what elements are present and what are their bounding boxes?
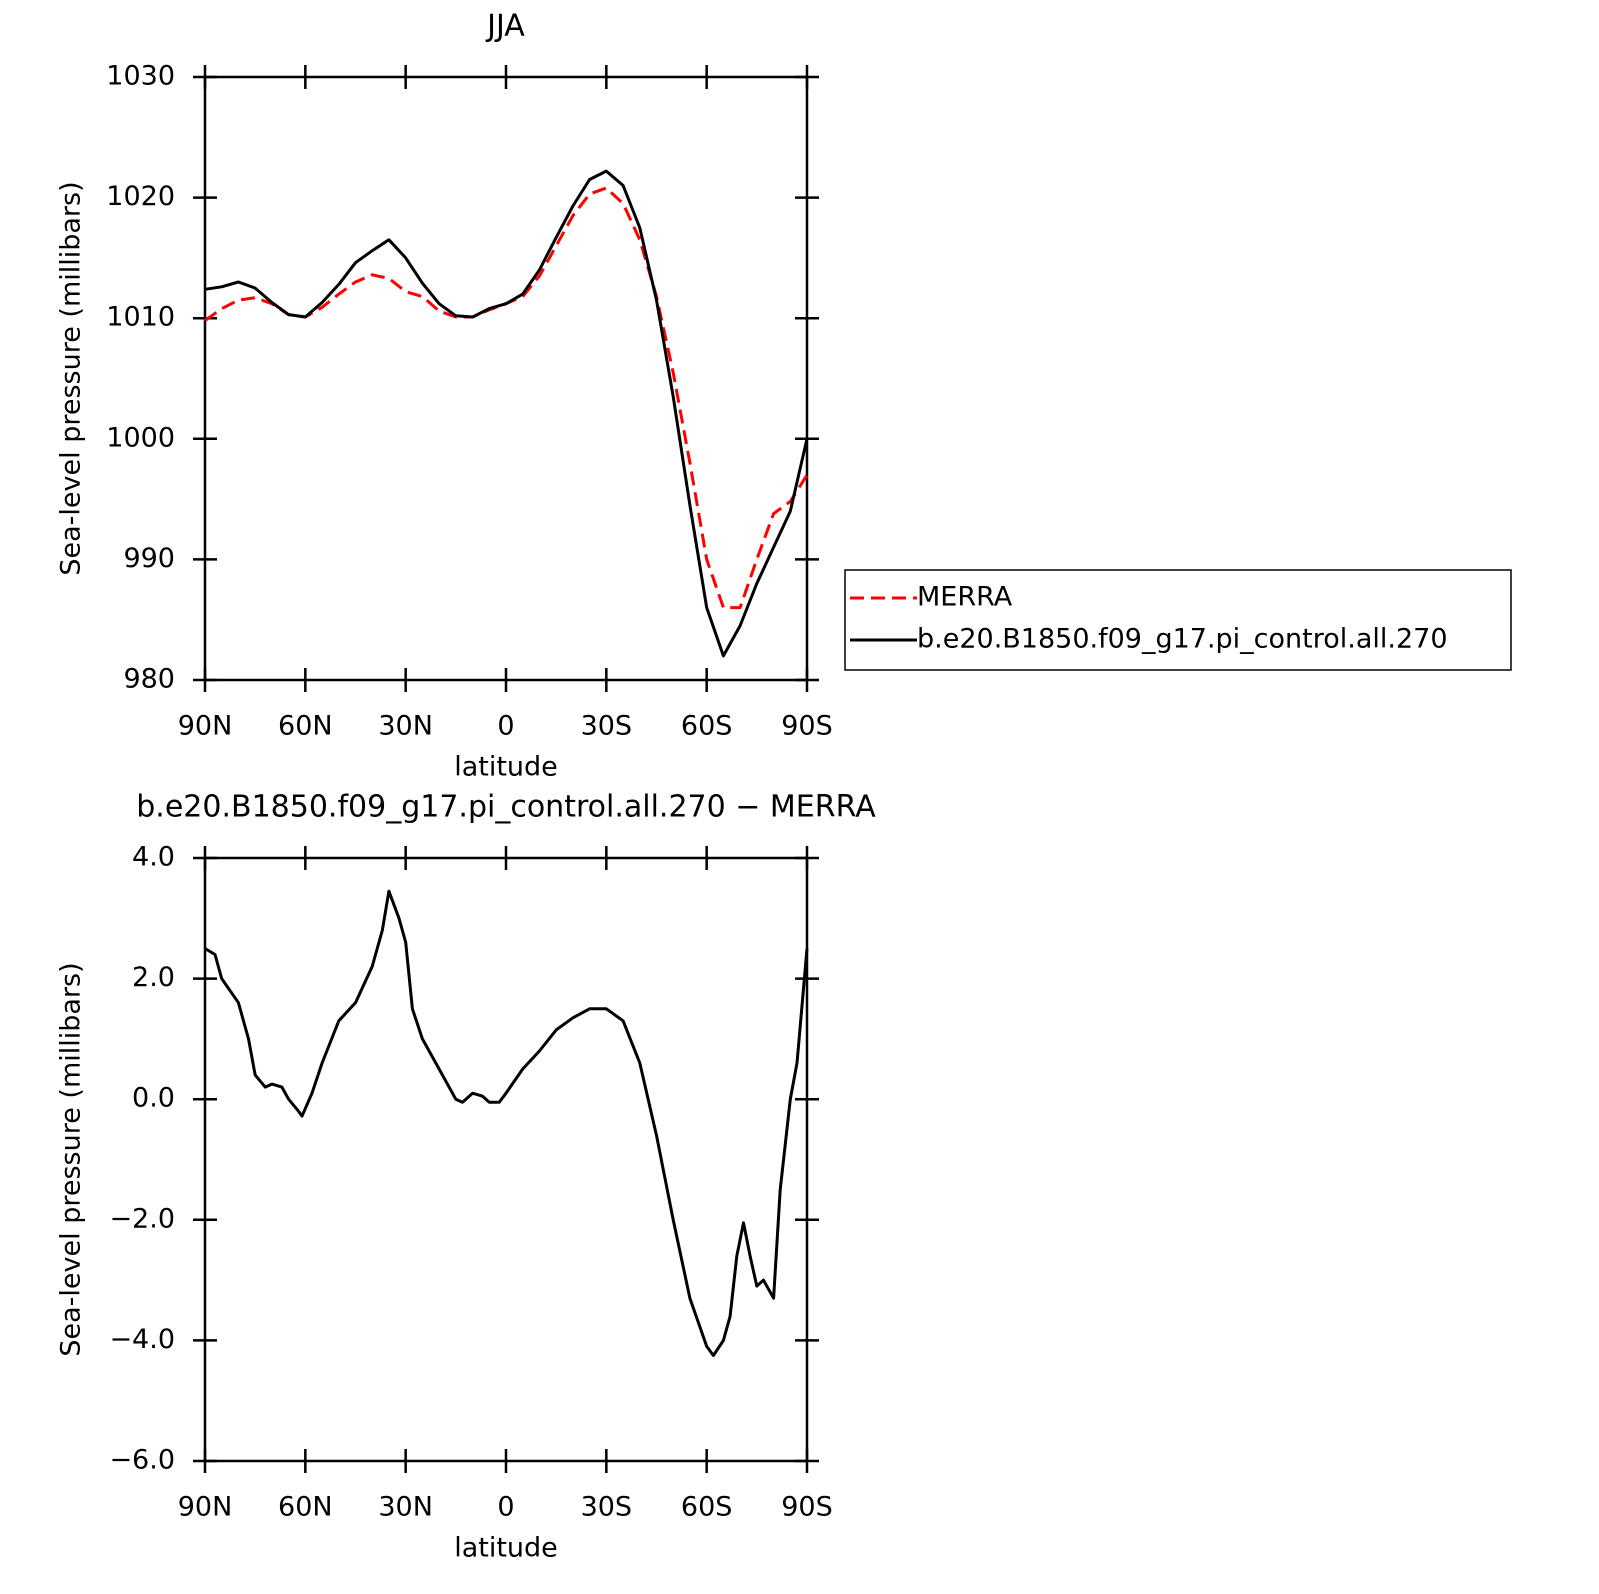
x-tick-label: 30S: [581, 711, 633, 742]
y-tick-label: −2.0: [109, 1203, 175, 1234]
y-axis-label: Sea-level pressure (millibars): [56, 962, 87, 1356]
x-tick-label: 60N: [278, 711, 333, 742]
y-tick-label: −4.0: [109, 1324, 175, 1355]
x-tick-label: 30N: [378, 711, 433, 742]
x-axis-label: latitude: [454, 752, 558, 783]
y-tick-label: 1010: [106, 302, 175, 333]
y-tick-label: 990: [123, 543, 175, 574]
chart-title: JJA: [485, 9, 525, 44]
legend-label: MERRA: [917, 582, 1013, 613]
data-line: [204, 169, 809, 658]
x-tick-label: 90N: [178, 1492, 233, 1523]
data-line: [204, 186, 809, 610]
plot-frame: [203, 856, 809, 1463]
data-line: [204, 889, 809, 1357]
y-tick-label: 0.0: [132, 1083, 175, 1114]
x-tick-label: 30N: [378, 1492, 433, 1523]
legend-box: [844, 569, 1512, 671]
x-tick-label: 60N: [278, 1492, 333, 1523]
chart-title: b.e20.B1850.f09_g17.pi_control.all.270 −…: [136, 790, 876, 825]
y-tick-label: −6.0: [109, 1445, 175, 1476]
y-tick-label: 1030: [106, 61, 175, 92]
x-axis-label: latitude: [454, 1533, 558, 1564]
y-tick-label: 1020: [106, 181, 175, 212]
x-tick-label: 60S: [681, 1492, 733, 1523]
legend-label: b.e20.B1850.f09_g17.pi_control.all.270: [917, 624, 1448, 655]
x-tick-label: 0: [497, 711, 514, 742]
x-tick-label: 30S: [581, 1492, 633, 1523]
x-tick-label: 0: [497, 1492, 514, 1523]
x-tick-label: 90N: [178, 711, 233, 742]
y-tick-label: 2.0: [132, 962, 175, 993]
y-tick-label: 980: [123, 664, 175, 695]
y-tick-label: 1000: [106, 422, 175, 453]
plot-frame: [203, 75, 809, 682]
y-axis-label: Sea-level pressure (millibars): [56, 181, 87, 575]
y-tick-label: 4.0: [132, 842, 175, 873]
x-tick-label: 90S: [781, 1492, 833, 1523]
x-tick-label: 90S: [781, 711, 833, 742]
x-tick-label: 60S: [681, 711, 733, 742]
